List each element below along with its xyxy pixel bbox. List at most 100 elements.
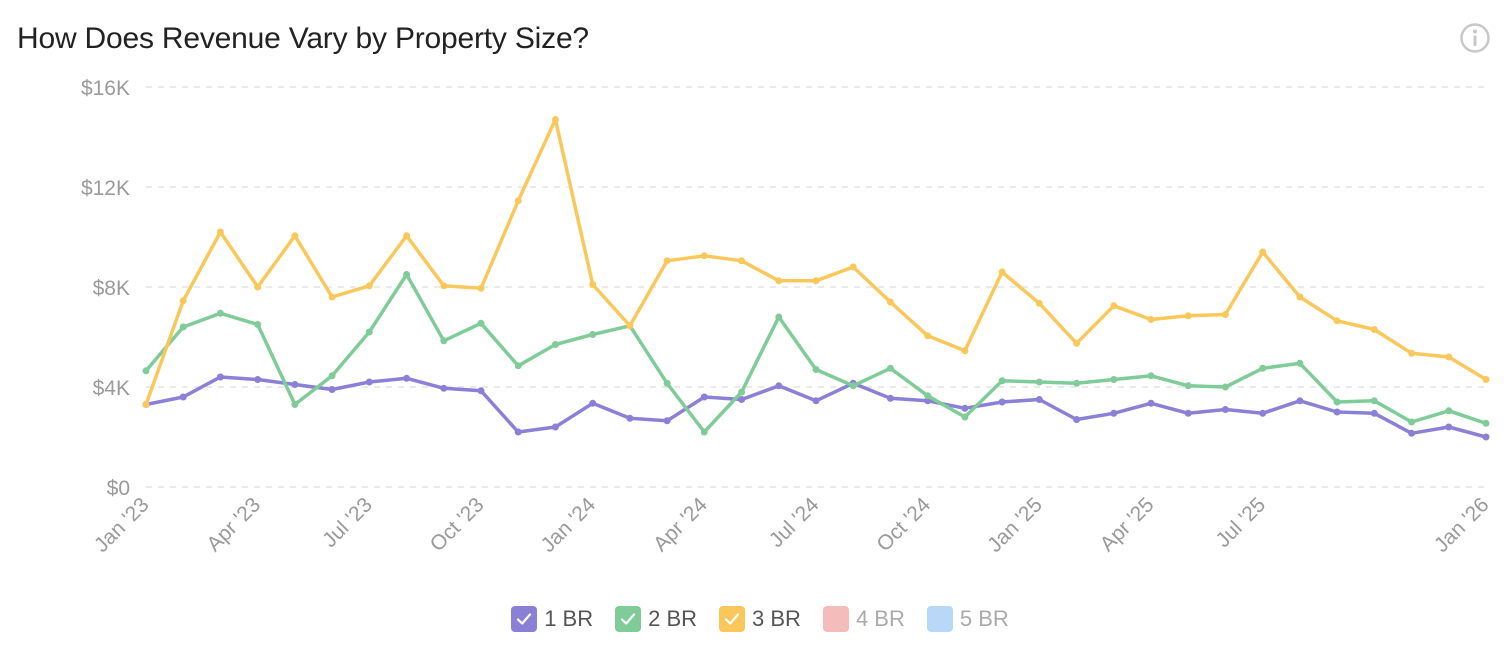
legend-item-4br[interactable]: 4 BR xyxy=(822,606,905,632)
x-tick-label: Jan '24 xyxy=(537,493,601,557)
data-point-1br xyxy=(1482,433,1490,441)
data-point-2br xyxy=(551,341,559,348)
data-point-2br xyxy=(216,309,224,317)
data-point-1br xyxy=(551,423,559,431)
data-point-2br xyxy=(589,331,597,338)
legend-checkbox[interactable] xyxy=(511,606,538,632)
x-tick-label: Apr '25 xyxy=(1096,493,1159,556)
data-point-2br xyxy=(1184,382,1192,390)
legend: 1 BR 2 BR 3 BR 4 BR 5 BR xyxy=(0,606,1512,632)
data-point-2br xyxy=(1333,398,1341,406)
data-point-1br xyxy=(1147,399,1155,407)
data-point-3br xyxy=(626,322,634,330)
legend-checkbox[interactable] xyxy=(615,606,642,632)
legend-label: 4 BR xyxy=(855,606,905,631)
legend-label: 1 BR xyxy=(544,606,594,631)
legend-item-1br[interactable]: 1 BR xyxy=(511,606,593,632)
legend-checkbox[interactable] xyxy=(719,606,746,632)
data-point-1br xyxy=(589,399,597,407)
data-point-3br xyxy=(1333,317,1341,325)
data-point-1br xyxy=(254,376,262,383)
legend-item-5br[interactable]: 5 BR xyxy=(926,606,1009,632)
data-point-2br xyxy=(440,337,448,345)
data-point-3br xyxy=(1259,248,1267,256)
legend-item-3br[interactable]: 3 BR xyxy=(719,606,801,632)
legend-checkbox[interactable] xyxy=(926,606,953,632)
legend-label: 5 BR xyxy=(959,606,1009,631)
data-point-2br xyxy=(403,271,411,278)
data-point-3br xyxy=(254,283,262,291)
data-point-3br xyxy=(403,232,411,240)
data-point-3br xyxy=(551,116,559,123)
x-tick-label: Jan '26 xyxy=(1430,493,1494,557)
x-tick-label: Jan '23 xyxy=(90,493,154,557)
data-point-2br xyxy=(663,379,671,387)
info-circle-icon[interactable] xyxy=(1459,22,1491,54)
data-point-1br xyxy=(365,378,373,386)
data-point-1br xyxy=(514,428,522,436)
data-point-2br xyxy=(1035,378,1043,386)
x-tick-label: Jul '24 xyxy=(765,493,824,552)
data-point-1br xyxy=(1110,409,1118,417)
data-point-3br xyxy=(849,263,857,271)
data-point-2br xyxy=(1259,364,1267,372)
data-point-1br xyxy=(626,414,634,422)
data-point-3br xyxy=(1408,349,1416,357)
data-point-2br xyxy=(1408,418,1416,426)
x-tick-label: Oct '23 xyxy=(426,493,489,556)
data-point-1br xyxy=(1445,423,1453,431)
x-tick-label: Jan '25 xyxy=(983,493,1047,557)
data-point-2br xyxy=(1110,376,1118,383)
x-tick-label: Jul '23 xyxy=(318,493,377,552)
data-point-1br xyxy=(812,397,820,405)
legend-checkbox[interactable] xyxy=(822,606,849,632)
data-point-1br xyxy=(291,381,299,388)
data-point-2br xyxy=(179,323,187,331)
data-point-2br xyxy=(1073,379,1081,387)
y-tick-label: $16K xyxy=(81,77,130,100)
data-point-3br xyxy=(924,332,932,340)
data-point-1br xyxy=(663,417,671,425)
data-point-3br xyxy=(216,228,224,236)
y-tick-label: $4K xyxy=(93,377,130,400)
data-point-2br xyxy=(1296,359,1304,367)
y-tick-label: $0 xyxy=(107,477,130,500)
data-point-3br xyxy=(1147,316,1155,323)
data-point-3br xyxy=(589,281,597,288)
legend-item-2br[interactable]: 2 BR xyxy=(615,606,697,632)
data-point-1br xyxy=(403,374,411,382)
data-point-1br xyxy=(440,384,448,392)
data-point-2br xyxy=(365,328,373,336)
data-point-2br xyxy=(254,321,262,328)
series-line-2br xyxy=(144,272,1488,434)
data-point-3br xyxy=(1035,299,1043,307)
data-point-1br xyxy=(1296,397,1304,405)
data-point-2br xyxy=(142,367,150,375)
data-point-1br xyxy=(477,387,485,395)
data-point-1br xyxy=(1073,416,1081,423)
data-point-3br xyxy=(365,282,373,290)
data-point-1br xyxy=(1408,429,1416,437)
data-point-3br xyxy=(886,298,894,306)
data-point-3br xyxy=(1445,353,1453,361)
data-point-1br xyxy=(775,382,783,390)
data-point-2br xyxy=(328,372,336,380)
data-point-2br xyxy=(998,377,1006,385)
data-point-1br xyxy=(998,398,1006,406)
data-point-1br xyxy=(179,393,187,401)
data-point-3br xyxy=(998,268,1006,276)
data-point-3br xyxy=(1184,312,1192,320)
data-point-1br xyxy=(1370,409,1378,417)
data-point-3br xyxy=(477,284,485,292)
checkmark-icon xyxy=(621,613,636,625)
line-chart: $0 $4K $8K $12K $16K Jan '23 Apr '23 Jul '23 Oct… xyxy=(81,77,1494,557)
data-point-1br xyxy=(738,396,746,403)
data-point-1br xyxy=(924,397,932,405)
series-line-1br xyxy=(144,375,1488,439)
data-point-2br xyxy=(886,364,894,372)
x-tick-label: Apr '23 xyxy=(202,493,265,556)
legend-label: 3 BR xyxy=(752,606,801,631)
data-point-1br xyxy=(1035,396,1043,403)
data-point-3br xyxy=(328,293,336,301)
data-point-1br xyxy=(328,386,336,393)
